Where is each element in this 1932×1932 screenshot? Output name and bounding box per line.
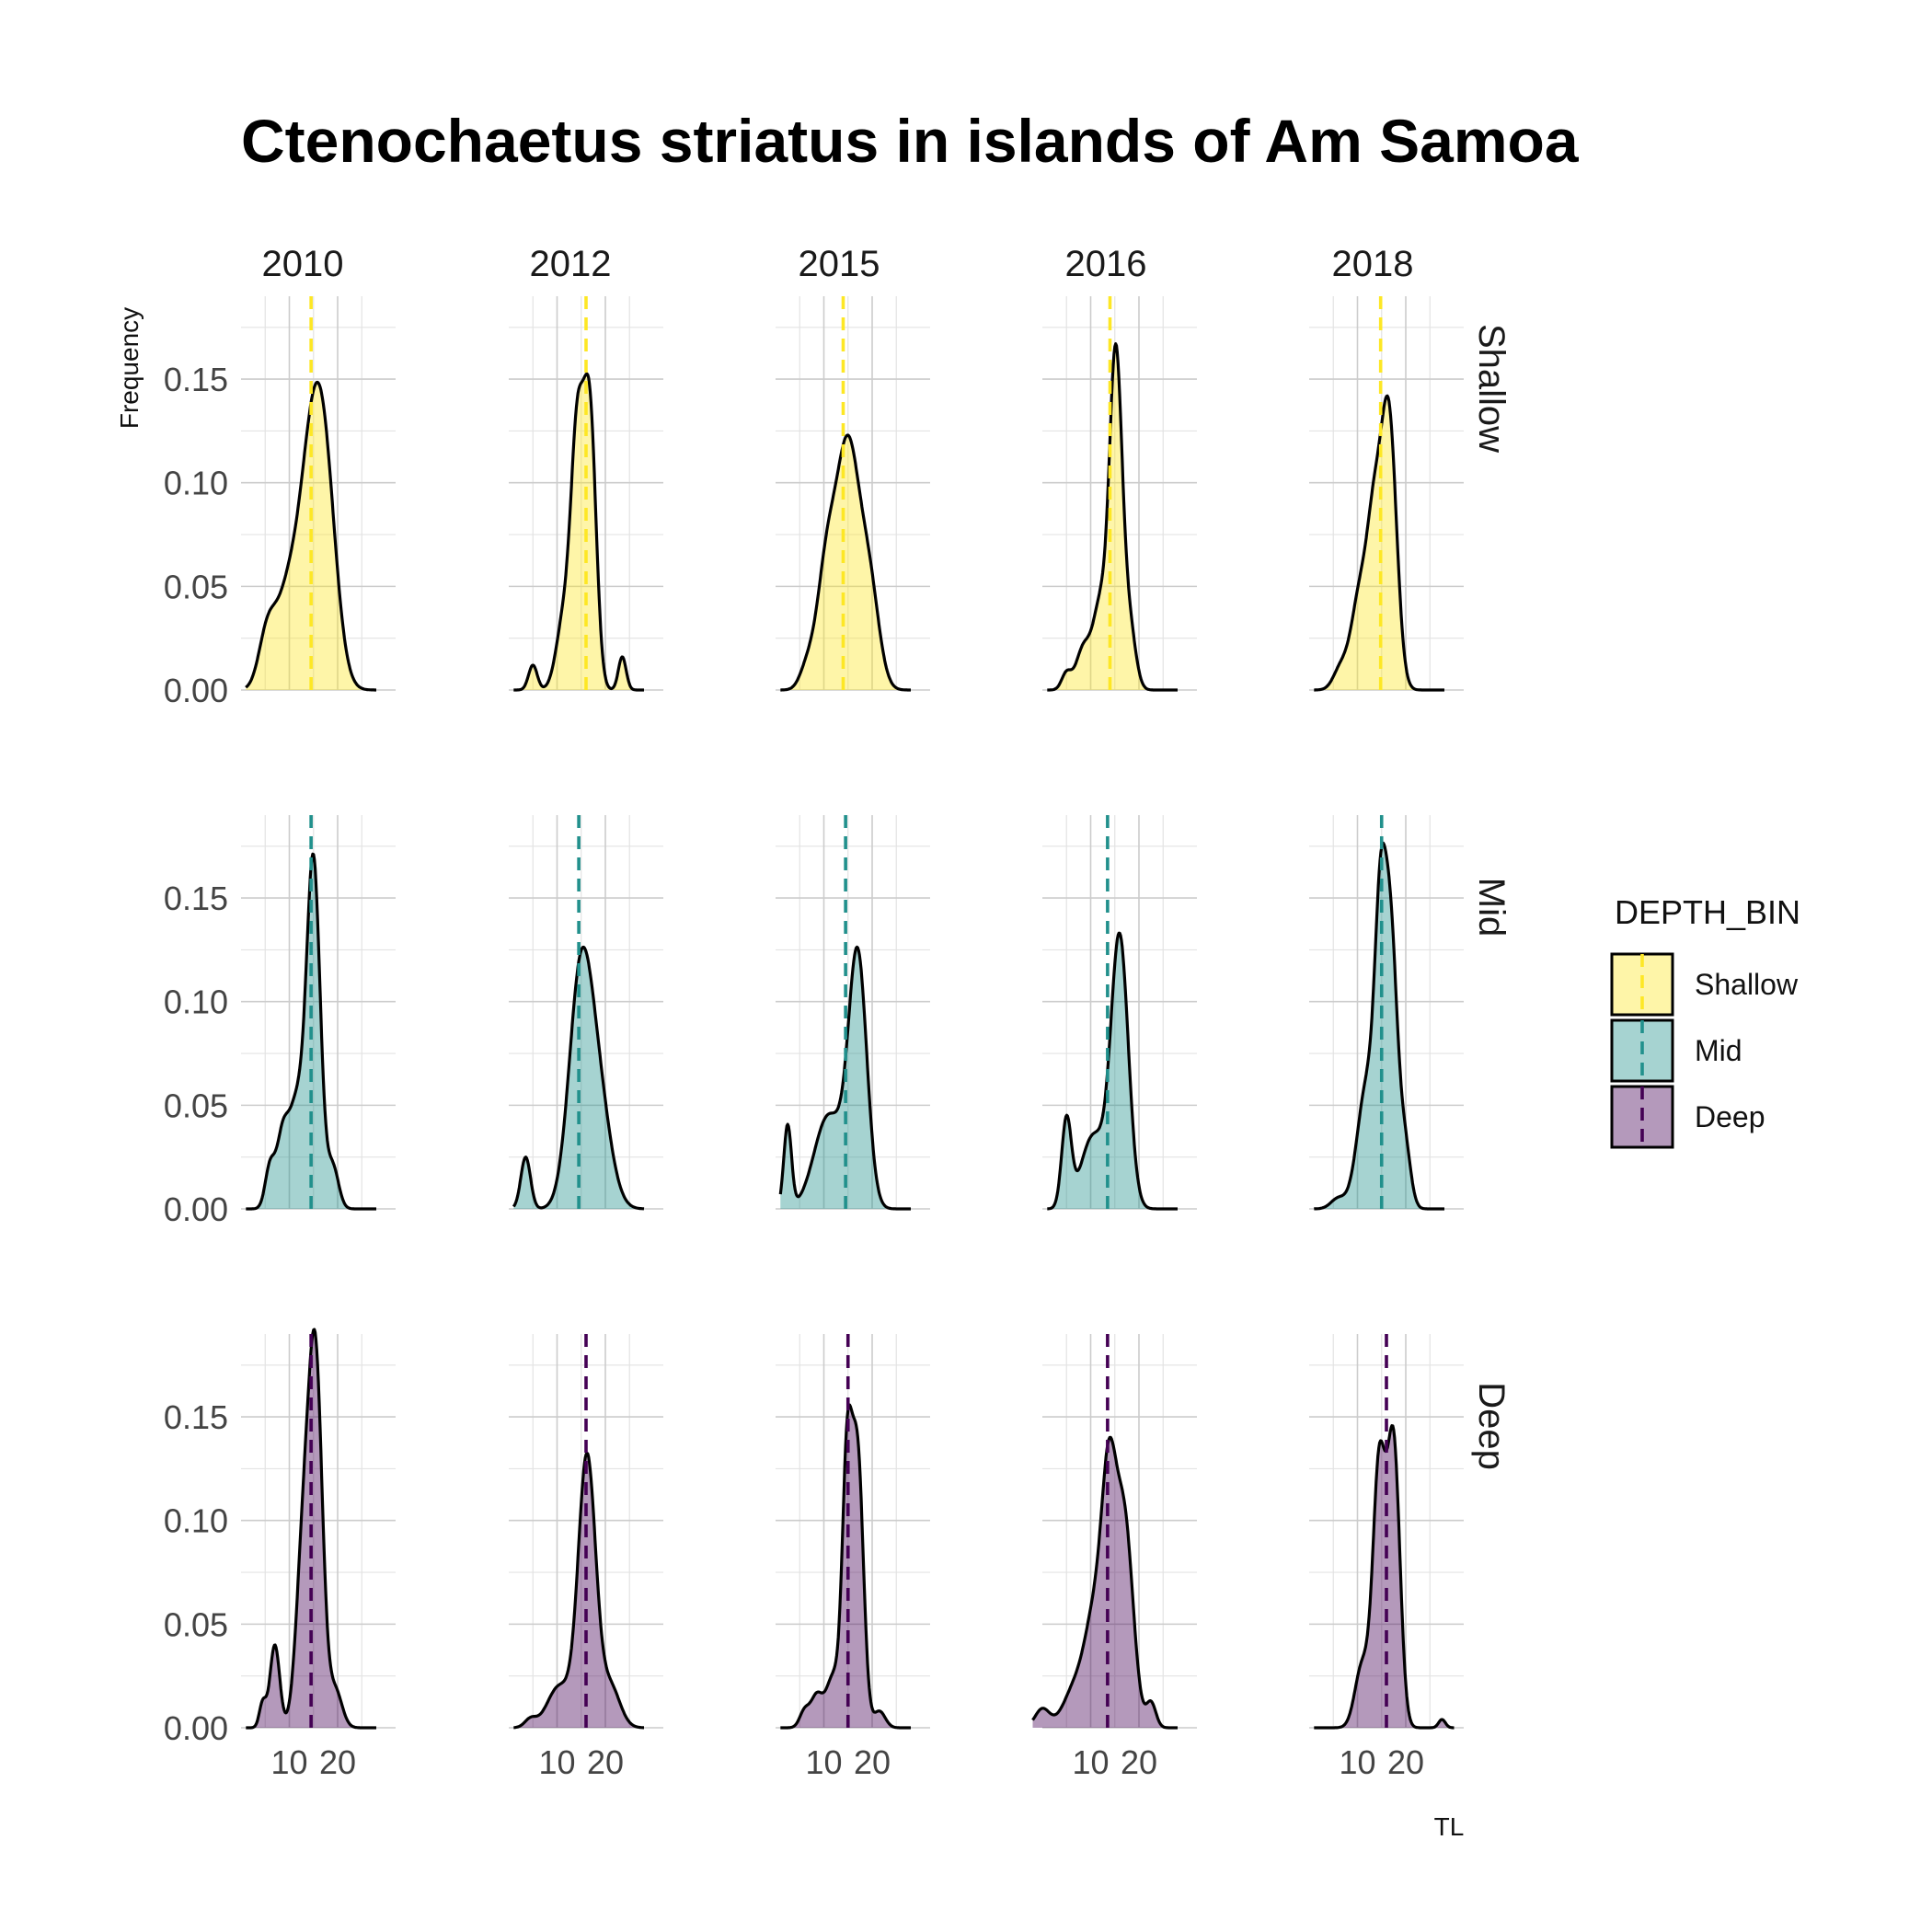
panel-shallow-2010 [241, 296, 396, 692]
facet-label-shallow: Shallow [1471, 324, 1512, 453]
panel-mid-2018 [1309, 815, 1464, 1211]
y-tick-label: 0.15 [164, 1398, 228, 1436]
density-curve-mid-2012 [512, 945, 645, 1211]
density-area-deep-2018 [1314, 1425, 1455, 1728]
legend-item-mid: Mid [1610, 1018, 1742, 1083]
density-area-mid-2018 [1314, 843, 1444, 1209]
legend-label: Deep [1695, 1100, 1765, 1133]
x-tick-label: 10 [805, 1743, 842, 1781]
y-tick-label: 0.15 [164, 880, 228, 917]
facet-label-2012: 2012 [530, 244, 612, 284]
x-tick-label: 20 [587, 1743, 624, 1781]
legend-label: Mid [1695, 1034, 1742, 1067]
density-area-shallow-2018 [1314, 396, 1444, 690]
y-tick-label: 0.10 [164, 1502, 228, 1540]
x-tick-label: 20 [1387, 1743, 1424, 1781]
density-area-shallow-2012 [513, 374, 644, 690]
y-tick-label: 0.00 [164, 672, 228, 709]
x-tick-label: 20 [854, 1743, 891, 1781]
density-area-deep-2015 [780, 1405, 911, 1728]
facet-label-2010: 2010 [262, 244, 344, 284]
facet-label-mid: Mid [1471, 878, 1512, 937]
density-curve-shallow-2015 [779, 433, 912, 692]
legend-item-deep: Deep [1610, 1085, 1765, 1149]
legend-label: Shallow [1695, 968, 1799, 1001]
panel-grid [241, 296, 396, 691]
density-area-deep-2012 [513, 1453, 644, 1728]
facet-label-2016: 2016 [1065, 244, 1147, 284]
facet-label-2018: 2018 [1332, 244, 1414, 284]
legend-item-shallow: Shallow [1610, 952, 1799, 1017]
density-curve-deep-2010 [245, 1328, 377, 1730]
panel-deep-2010 [241, 1328, 396, 1730]
panel-mid-2012 [509, 815, 663, 1211]
density-curve-shallow-2012 [512, 372, 645, 692]
y-tick-label: 0.00 [164, 1190, 228, 1228]
panel-grid [1042, 296, 1197, 691]
x-tick-label: 10 [1072, 1743, 1109, 1781]
density-area-shallow-2016 [1047, 343, 1178, 690]
panel-shallow-2016 [1042, 296, 1197, 692]
x-tick-label: 10 [270, 1743, 307, 1781]
x-tick-label: 10 [538, 1743, 575, 1781]
legend-title: DEPTH_BIN [1615, 893, 1800, 931]
panel-mid-2010 [241, 815, 396, 1211]
density-area-deep-2016 [1032, 1437, 1178, 1728]
x-tick-label: 20 [319, 1743, 356, 1781]
y-tick-label: 0.10 [164, 465, 228, 502]
density-curve-mid-2016 [1046, 931, 1179, 1211]
x-tick-label: 20 [1121, 1743, 1157, 1781]
density-curve-deep-2015 [779, 1403, 912, 1730]
x-tick-label: 10 [1339, 1743, 1375, 1781]
density-area-mid-2016 [1047, 933, 1178, 1209]
legend: DEPTH_BIN Shallow Mid Deep [1610, 893, 1800, 1149]
y-tick-label: 0.05 [164, 568, 228, 605]
density-curve-shallow-2018 [1313, 394, 1445, 692]
facet-label-2015: 2015 [799, 244, 880, 284]
y-axis-title: Frequency [115, 307, 144, 429]
y-tick-label: 0.10 [164, 983, 228, 1021]
y-tick-label: 0.00 [164, 1709, 228, 1747]
panel-grid [1042, 1334, 1197, 1729]
facet-label-deep: Deep [1471, 1382, 1512, 1470]
panel-grid [1042, 815, 1197, 1210]
x-axis-title: TL [1434, 1812, 1465, 1841]
panel-deep-2016 [1031, 1334, 1197, 1730]
density-curve-deep-2018 [1313, 1424, 1455, 1730]
density-curve-shallow-2016 [1046, 342, 1179, 692]
panel-grid [1309, 296, 1464, 691]
chart-title: Ctenochaetus striatus in islands of Am S… [241, 107, 1580, 175]
y-tick-label: 0.15 [164, 361, 228, 398]
panel-grid [241, 815, 396, 1210]
density-curve-deep-2012 [512, 1451, 645, 1730]
panel-mid-2015 [776, 815, 930, 1211]
panel-shallow-2012 [509, 296, 663, 692]
facet-panels: 2010 2012 2015 2016 2018ShallowMidDeep0.000.… [164, 244, 1512, 1781]
density-curve-deep-2016 [1031, 1435, 1179, 1730]
density-curve-mid-2018 [1313, 841, 1445, 1211]
panel-shallow-2015 [776, 296, 930, 692]
panel-shallow-2018 [1309, 296, 1464, 692]
panel-grid [509, 296, 663, 691]
y-tick-label: 0.05 [164, 1605, 228, 1643]
panel-deep-2015 [776, 1334, 930, 1730]
panel-deep-2018 [1309, 1334, 1464, 1730]
panel-mid-2016 [1042, 815, 1197, 1211]
y-tick-label: 0.05 [164, 1087, 228, 1124]
panel-deep-2012 [509, 1334, 663, 1730]
